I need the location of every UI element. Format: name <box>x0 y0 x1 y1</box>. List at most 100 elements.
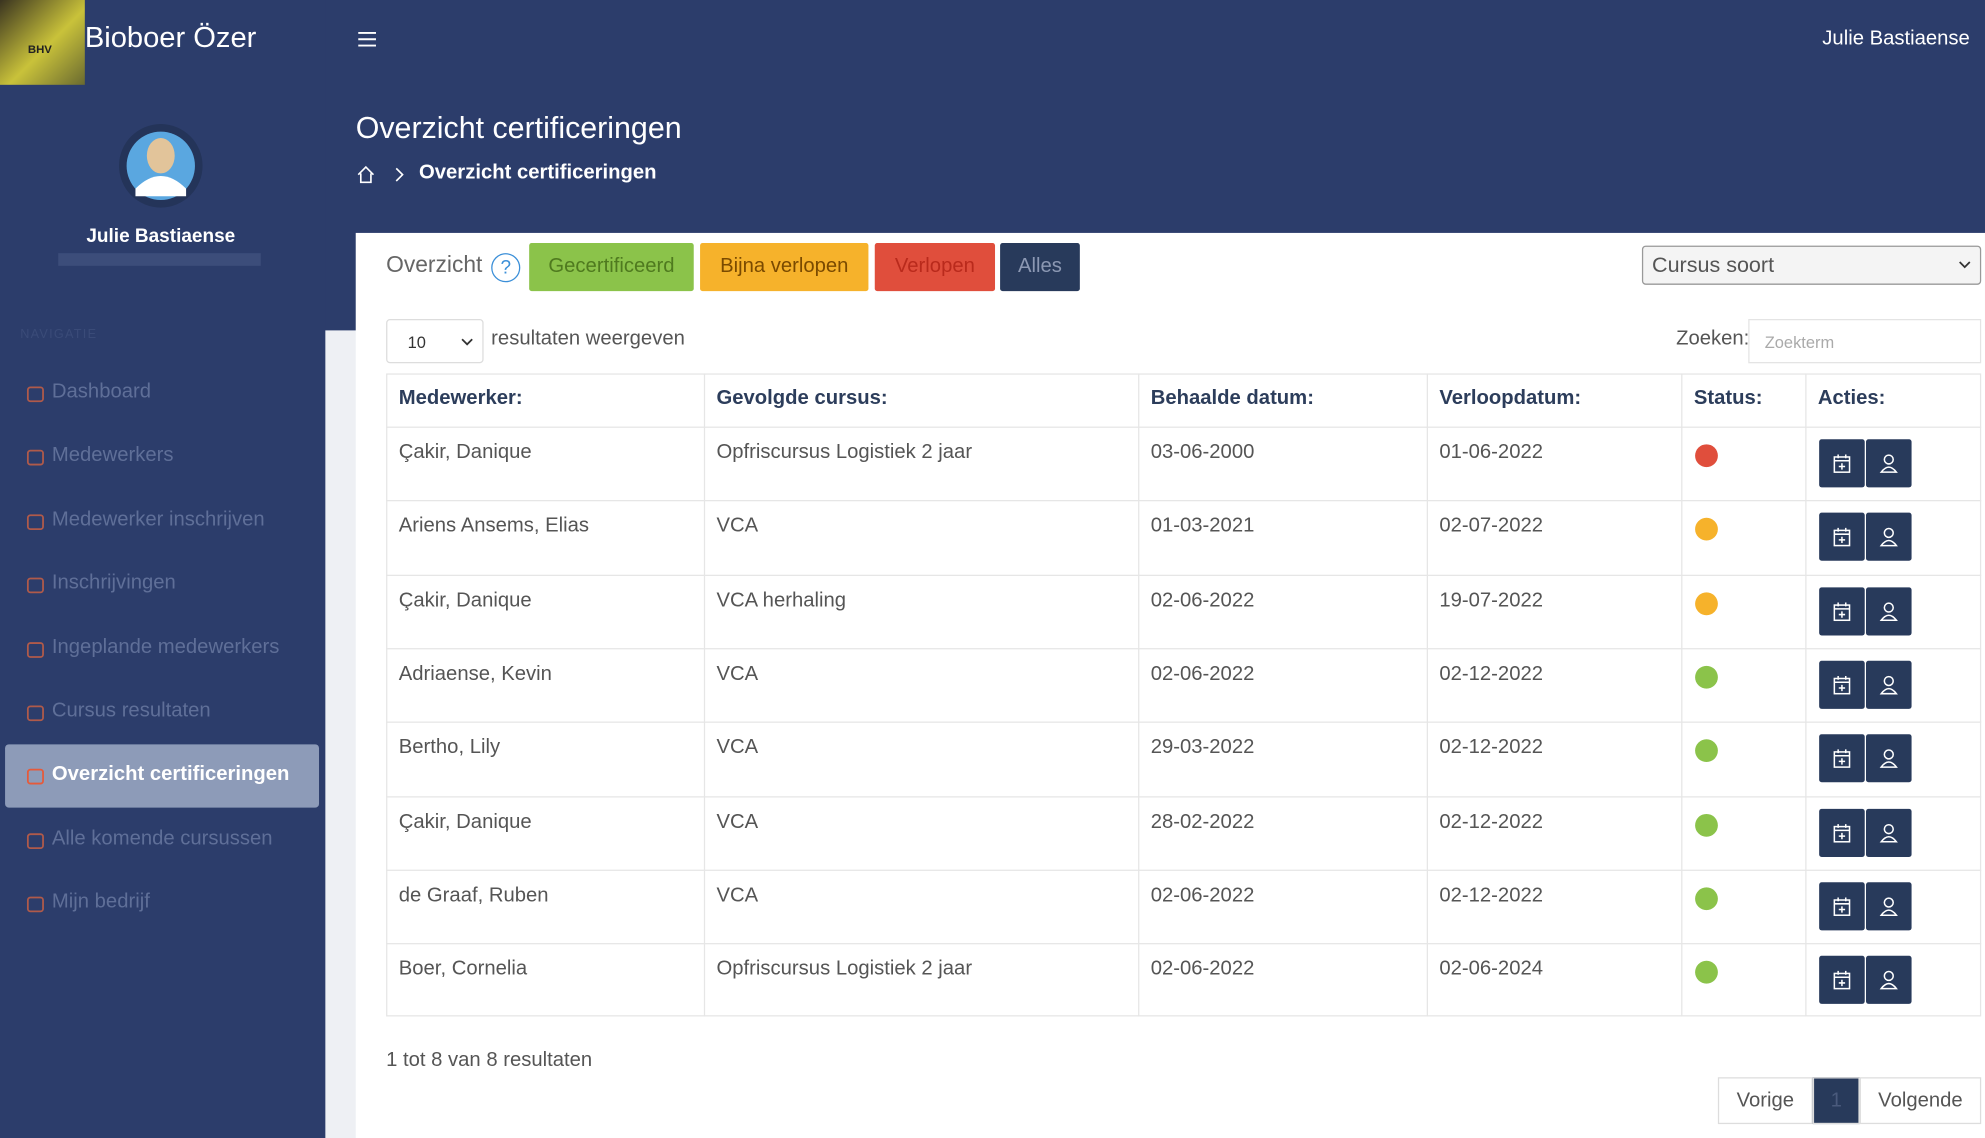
status-dot <box>1695 887 1718 910</box>
sidebar-user: Julie Bastiaense <box>86 225 236 247</box>
column-line <box>703 373 706 1017</box>
table-cell: 29-03-2022 <box>1150 736 1255 759</box>
nav-item[interactable]: Cursus resultaten <box>5 681 319 744</box>
table-cell: 02-06-2022 <box>1150 884 1255 907</box>
page-button[interactable]: Volgende <box>1859 1077 1982 1125</box>
nav-item[interactable]: Ingeplande medewerkers <box>5 617 319 680</box>
course-select-text: Cursus soort <box>1652 253 1775 278</box>
filter-button[interactable]: Bijna verlopen <box>700 243 869 292</box>
table-cell: 01-06-2022 <box>1439 441 1543 464</box>
calendar-icon <box>1833 528 1851 547</box>
nav-label: Medewerkers <box>51 444 174 467</box>
nav-icon <box>26 514 44 530</box>
nav-item[interactable]: Medewerkers <box>5 426 319 489</box>
nav-item[interactable]: Overzicht certificeringen <box>5 744 320 809</box>
search-label: Zoeken: <box>1676 327 1750 350</box>
user-icon <box>1879 528 1898 547</box>
schedule-button[interactable] <box>1819 660 1865 709</box>
header-user[interactable]: Julie Bastiaense <box>1822 27 1970 50</box>
table-cell: Opfriscursus Logistiek 2 jaar <box>716 958 973 980</box>
schedule-button[interactable] <box>1819 586 1865 635</box>
row-line <box>386 795 1982 797</box>
calendar-icon <box>1833 823 1851 842</box>
profile-button[interactable] <box>1865 660 1912 709</box>
filter-button[interactable]: Verlopen <box>874 243 996 292</box>
breadcrumb: Overzicht certificeringen <box>419 162 657 184</box>
column-line <box>1138 373 1140 1017</box>
user-icon <box>1879 675 1898 695</box>
calendar-icon <box>1833 454 1851 473</box>
table-header: Acties: <box>1817 387 1886 409</box>
profile-button[interactable] <box>1865 513 1912 562</box>
user-icon <box>1879 601 1898 621</box>
status-dot <box>1695 665 1718 689</box>
page-button[interactable]: Vorige <box>1717 1077 1813 1125</box>
schedule-button[interactable] <box>1819 734 1865 783</box>
user-icon <box>1879 970 1898 990</box>
nav-item[interactable]: Medewerker inschrijven <box>5 490 319 553</box>
table-cell: 02-12-2022 <box>1439 810 1543 833</box>
nav-item[interactable]: Mijn bedrijf <box>5 872 319 935</box>
nav-item[interactable]: Inschrijvingen <box>5 553 319 616</box>
page-length[interactable]: 10 <box>386 318 484 364</box>
table-cell: VCA <box>716 884 759 907</box>
status-dot <box>1695 739 1718 763</box>
table-cell: 28-02-2022 <box>1150 810 1255 833</box>
brand: Bioboer Özer <box>84 20 257 54</box>
schedule-button[interactable] <box>1819 882 1865 931</box>
page-title: Overzicht certificeringen <box>355 111 682 146</box>
row-line <box>386 426 1982 428</box>
logo: BHV <box>0 0 85 85</box>
table-header: Status: <box>1693 387 1763 409</box>
course-select[interactable]: Cursus soort <box>1641 245 1982 285</box>
nav-label: Ingeplande medewerkers <box>51 636 280 658</box>
profile-button[interactable] <box>1865 586 1912 635</box>
help-icon[interactable]: ? <box>491 253 521 283</box>
table-cell: 02-06-2024 <box>1439 958 1543 980</box>
user-bar <box>58 253 261 266</box>
table-box <box>386 373 1982 1017</box>
nav-icon <box>26 577 44 594</box>
table-cell: VCA <box>716 736 759 759</box>
filter-button[interactable]: Gecertificeerd <box>529 243 694 292</box>
filter-button[interactable]: Alles <box>1000 243 1080 292</box>
nav-label: Alle komende cursussen <box>51 827 273 850</box>
table-cell: Çakir, Danique <box>398 441 532 464</box>
row-line <box>386 500 1982 502</box>
nav-label: Dashboard <box>51 381 152 403</box>
nav-item[interactable]: Dashboard <box>5 362 319 425</box>
status-dot <box>1695 813 1718 837</box>
profile-button[interactable] <box>1865 808 1912 857</box>
table-header: Gevolgde cursus: <box>716 387 888 409</box>
table-info: 1 tot 8 van 8 resultaten <box>386 1049 593 1071</box>
column-line <box>1681 373 1683 1017</box>
schedule-button[interactable] <box>1819 808 1865 857</box>
menu-toggle[interactable] <box>357 30 377 48</box>
table-cell: 02-12-2022 <box>1439 736 1543 759</box>
schedule-button[interactable] <box>1819 513 1865 562</box>
chevron <box>461 338 473 346</box>
table-cell: 02-12-2022 <box>1439 663 1543 685</box>
nav-item[interactable]: Alle komende cursussen <box>5 809 319 872</box>
status-dot <box>1695 591 1718 615</box>
schedule-button[interactable] <box>1819 955 1865 1004</box>
profile-button[interactable] <box>1865 439 1912 488</box>
user-icon <box>1879 454 1898 473</box>
status-dot <box>1695 444 1718 468</box>
table-cell: VCA <box>716 515 759 538</box>
profile-button[interactable] <box>1865 882 1912 931</box>
page-button[interactable]: 1 <box>1812 1077 1860 1125</box>
schedule-button[interactable] <box>1819 439 1865 488</box>
row-line <box>386 647 1982 650</box>
table-cell: 19-07-2022 <box>1439 589 1543 611</box>
table-cell: VCA <box>716 663 759 685</box>
table-cell: 01-03-2021 <box>1150 515 1255 538</box>
profile-button[interactable] <box>1865 955 1912 1004</box>
profile-button[interactable] <box>1865 734 1912 783</box>
table-cell: 02-06-2022 <box>1150 958 1255 980</box>
table-header: Verloopdatum: <box>1439 387 1582 409</box>
status-dot <box>1695 518 1718 541</box>
search-placeholder: Zoekterm <box>1764 332 1835 352</box>
search-input[interactable]: Zoekterm <box>1748 318 1982 364</box>
table-header: Behaalde datum: <box>1150 387 1314 409</box>
